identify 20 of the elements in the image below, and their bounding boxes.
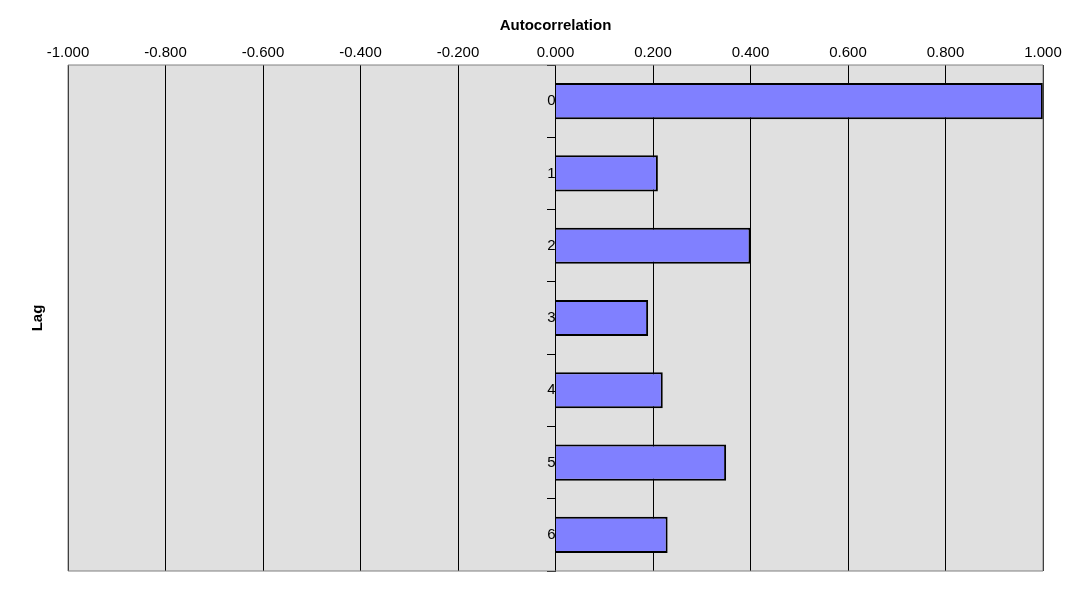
x-tick-label: -0.200	[436, 43, 480, 61]
x-tick-label: 0.000	[536, 43, 575, 61]
y-tick-label: 1	[547, 163, 556, 181]
y-tick-label: 2	[547, 235, 556, 253]
x-tick-label: -0.800	[144, 43, 187, 61]
y-tick-label: 3	[547, 308, 556, 326]
x-tick-label: -0.400	[339, 43, 382, 61]
y-tick-label: 4	[547, 380, 556, 398]
x-tick-label: -1.000	[46, 43, 90, 61]
y-axis-title: Lag	[28, 304, 46, 332]
y-tick-label: 5	[547, 452, 556, 470]
y-tick-label: 0	[547, 91, 556, 109]
y-tick-label: 6	[547, 525, 556, 542]
x-tick-label: 1.000	[1024, 43, 1062, 61]
x-tick-label: 0.400	[731, 43, 770, 61]
x-tick-label: 0.600	[829, 43, 867, 61]
x-tick-label: 0.200	[634, 43, 672, 61]
x-tick-label: -0.600	[241, 43, 285, 61]
chart-title: Autocorrelation	[499, 16, 612, 34]
x-tick-label: 0.800	[926, 43, 965, 61]
